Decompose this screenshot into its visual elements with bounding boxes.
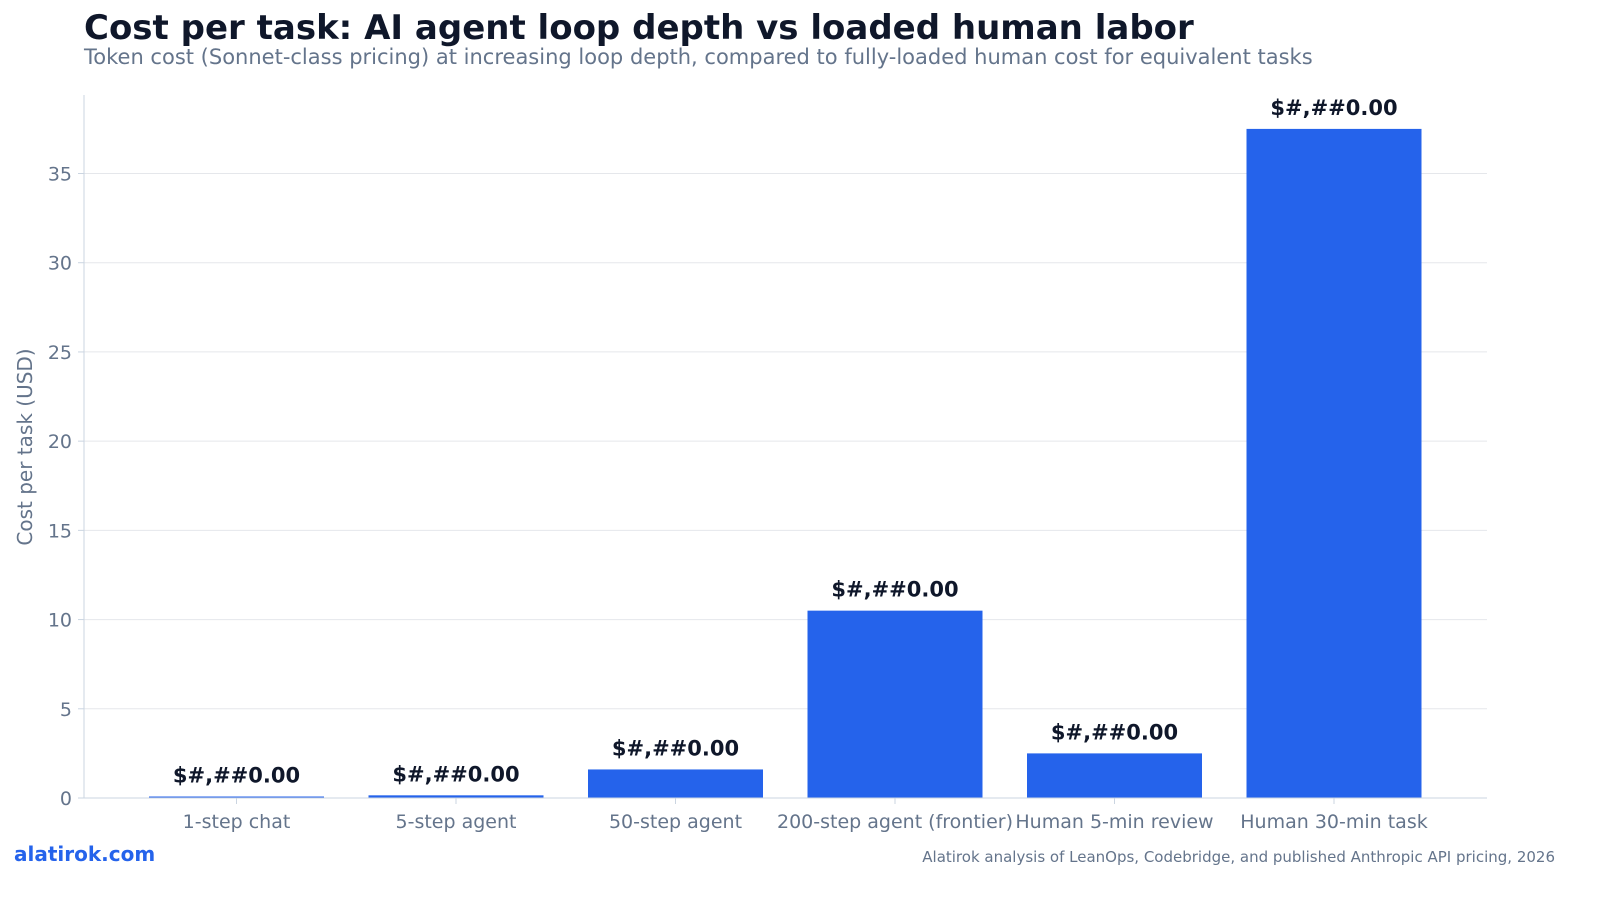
y-tick-label: 0 (60, 788, 72, 810)
x-tick-label: 200-step agent (frontier) (777, 811, 1013, 833)
data-label: $#,##0.00 (392, 762, 519, 786)
data-label: $#,##0.00 (831, 578, 958, 602)
data-label: $#,##0.00 (612, 736, 739, 760)
chart-subtitle: Token cost (Sonnet-class pricing) at inc… (84, 45, 1313, 69)
source-note: Alatirok analysis of LeanOps, Codebridge… (922, 848, 1555, 866)
bar (588, 769, 763, 798)
y-tick-label: 15 (48, 520, 72, 542)
bars (149, 128, 1422, 799)
bar (1027, 753, 1202, 798)
bar (368, 795, 544, 798)
y-tick-label: 5 (60, 699, 72, 721)
axes: 0 5 10 15 20 25 30 35 1-step chat 5-step agent 50-… (48, 95, 1487, 833)
x-tick-label: 1-step chat (183, 811, 291, 833)
y-tick-label: 25 (48, 342, 72, 364)
data-label: $#,##0.00 (1051, 720, 1178, 744)
bar (1246, 128, 1422, 799)
y-axis-label: Cost per task (USD) (13, 348, 37, 545)
y-tick-label: 20 (48, 431, 72, 453)
bar (149, 796, 324, 798)
x-tick-label: 5-step agent (396, 811, 517, 833)
x-tick-label: Human 5-min review (1015, 811, 1213, 833)
x-tick-label: 50-step agent (609, 811, 742, 833)
y-tick-label: 30 (48, 253, 72, 275)
data-labels: $#,##0.00 $#,##0.00 $#,##0.00 $#,##0.00 $#,#… (173, 96, 1398, 788)
bar (807, 610, 983, 798)
x-tick-label: Human 30-min task (1240, 811, 1427, 833)
brand-link[interactable]: alatirok.com (14, 842, 156, 866)
y-tick-label: 10 (48, 610, 72, 632)
bar-chart: 0 5 10 15 20 25 30 35 1-step chat 5-step agent 50-… (13, 95, 1487, 833)
data-label: $#,##0.00 (1270, 96, 1397, 120)
y-tick-label: 35 (48, 164, 72, 186)
data-label: $#,##0.00 (173, 764, 300, 788)
chart-title: Cost per task: AI agent loop depth vs lo… (84, 8, 1194, 48)
